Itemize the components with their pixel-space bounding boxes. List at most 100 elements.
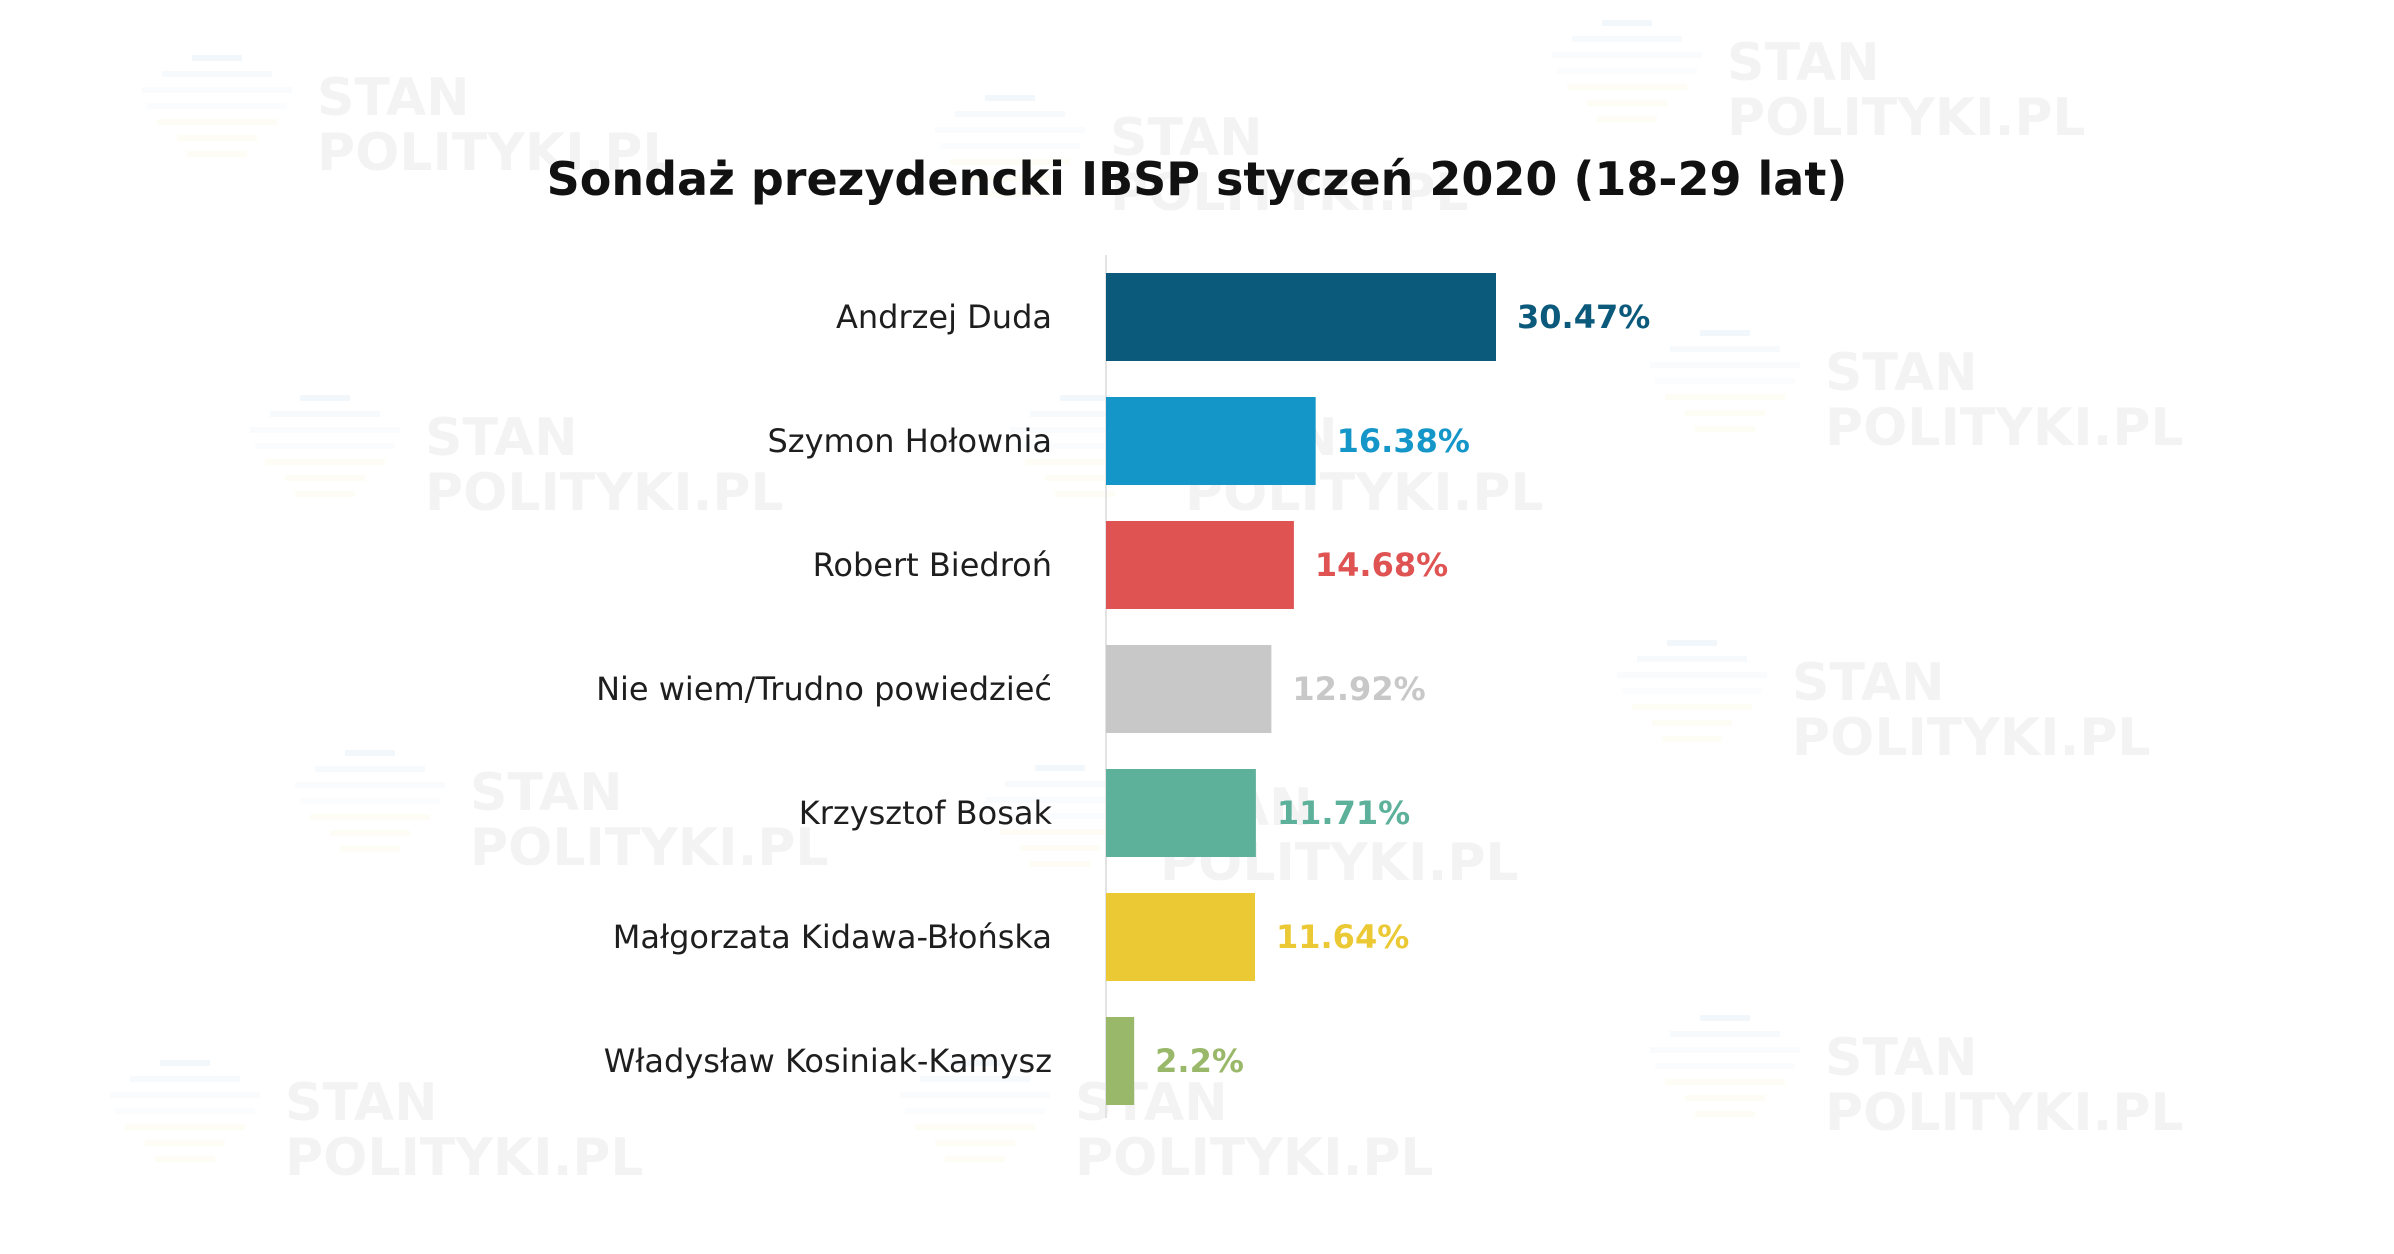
value-label: 11.64% (1276, 918, 1409, 956)
watermark-logo: STANPOLITYKI.PL (1650, 330, 2184, 458)
watermark-stripe (1552, 52, 1702, 58)
watermark-line1: STAN (1727, 33, 1880, 93)
watermark-line2: POLITYKI.PL (1727, 88, 2086, 148)
watermark-stripe (340, 846, 400, 852)
watermark-stripe (270, 411, 380, 417)
watermark-stripe (1015, 443, 1155, 449)
watermark-logo: STANPOLITYKI.PL (142, 55, 676, 183)
bar-row: Nie wiem/Trudno powiedzieć 12.92% (596, 645, 1426, 733)
value-label: 30.47% (1517, 298, 1650, 336)
watermark-stripe (990, 813, 1130, 819)
watermark-stripe (1572, 36, 1682, 42)
watermark-stripe (300, 798, 440, 804)
watermark-line2: POLITYKI.PL (1792, 708, 2151, 768)
watermark-stripe (1665, 394, 1785, 400)
watermark-stripe (1617, 672, 1767, 678)
watermark-stripe (1652, 720, 1732, 726)
watermark-logo: STANPOLITYKI.PL (1650, 1015, 2184, 1143)
watermark-stripe (162, 71, 272, 77)
category-label: Krzysztof Bosak (799, 794, 1053, 832)
watermark-stripe (125, 1124, 245, 1130)
bar (1106, 893, 1255, 981)
watermark-stripe (345, 750, 395, 756)
watermark-stripe (155, 1156, 215, 1162)
watermark-stripe (295, 782, 445, 788)
watermark-line2: POLITYKI.PL (425, 463, 784, 523)
watermark-stripe (900, 1092, 1050, 1098)
watermark-stripe (1030, 411, 1140, 417)
bar (1106, 521, 1294, 609)
watermark-stripe (1557, 68, 1697, 74)
watermark-stripe (1632, 704, 1752, 710)
watermark-stripe (1055, 491, 1115, 497)
watermark-stripe (1567, 84, 1687, 90)
watermark-stripe (265, 459, 385, 465)
bar-row: Małgorzata Kidawa-Błońska 11.64% (613, 893, 1409, 981)
watermark-stripe (187, 151, 247, 157)
watermark-line2: POLITYKI.PL (1825, 398, 2184, 458)
watermark-stripe (915, 1124, 1035, 1130)
category-label: Szymon Hołownia (767, 422, 1052, 460)
watermark-stripe (985, 797, 1135, 803)
watermark-stripe (1587, 100, 1667, 106)
watermark-line1: STAN (285, 1073, 438, 1133)
chart-title: Sondaż prezydencki IBSP styczeń 2020 (18… (547, 152, 1848, 206)
watermark-layer: STANPOLITYKI.PLSTANPOLITYKI.PLSTANPOLITY… (110, 20, 2184, 1188)
watermark-stripe (142, 87, 292, 93)
watermark-stripe (935, 1140, 1015, 1146)
watermark-logo: STANPOLITYKI.PL (900, 1060, 1434, 1188)
watermark-stripe (115, 1108, 255, 1114)
watermark-stripe (255, 443, 395, 449)
watermark-stripe (950, 159, 1070, 165)
watermark-line1: STAN (317, 68, 470, 128)
watermark-stripe (300, 395, 350, 401)
watermark-stripe (935, 127, 1085, 133)
watermark-stripe (145, 1140, 225, 1146)
watermark-stripe (970, 175, 1050, 181)
bar-row: Krzysztof Bosak 11.71% (799, 769, 1410, 857)
watermark-stripe (295, 491, 355, 497)
watermark-stripe (147, 103, 287, 109)
watermark-stripe (1650, 1047, 1800, 1053)
bar-row: Robert Biedroń 14.68% (813, 521, 1448, 609)
bar-series: Andrzej Duda 30.47% Szymon Hołownia 16.38% R… (596, 273, 1650, 1105)
watermark-stripe (1700, 1015, 1750, 1021)
watermark-line2: POLITYKI.PL (317, 123, 676, 183)
watermark-stripe (950, 1060, 1000, 1066)
watermark-logo: STANPOLITYKI.PL (1552, 20, 2086, 148)
watermark-logo: STANPOLITYKI.PL (935, 95, 1469, 223)
watermark-stripe (940, 143, 1080, 149)
watermark-logo: STANPOLITYKI.PL (110, 1060, 644, 1188)
watermark-stripe (1020, 845, 1100, 851)
value-label: 16.38% (1337, 422, 1470, 460)
watermark-stripe (1597, 116, 1657, 122)
watermark-line2: POLITYKI.PL (1075, 1128, 1434, 1188)
category-label: Nie wiem/Trudno powiedzieć (596, 670, 1052, 708)
watermark-stripe (177, 135, 257, 141)
watermark-stripe (110, 1092, 260, 1098)
watermark-logo: STANPOLITYKI.PL (295, 750, 829, 878)
watermark-line1: STAN (425, 408, 578, 468)
watermark-stripe (985, 95, 1035, 101)
watermark-line1: STAN (1825, 343, 1978, 403)
watermark-stripe (1030, 861, 1090, 867)
bar-row: Szymon Hołownia 16.38% (767, 397, 1470, 485)
bar (1106, 397, 1316, 485)
category-label: Małgorzata Kidawa-Błońska (613, 918, 1052, 956)
watermark-stripe (1662, 736, 1722, 742)
watermark-stripe (1655, 378, 1795, 384)
watermark-stripe (955, 111, 1065, 117)
watermark-stripe (1045, 475, 1125, 481)
value-label: 12.92% (1292, 670, 1425, 708)
value-label: 2.2% (1155, 1042, 1244, 1080)
watermark-stripe (1700, 330, 1750, 336)
watermark-line1: STAN (1075, 1073, 1228, 1133)
bar (1106, 273, 1496, 361)
value-label: 11.71% (1277, 794, 1410, 832)
category-label: Andrzej Duda (836, 298, 1052, 336)
watermark-stripe (1025, 459, 1145, 465)
watermark-stripe (160, 1060, 210, 1066)
bar-row: Władysław Kosiniak-Kamysz 2.2% (604, 1017, 1244, 1105)
watermark-stripe (1655, 1063, 1795, 1069)
